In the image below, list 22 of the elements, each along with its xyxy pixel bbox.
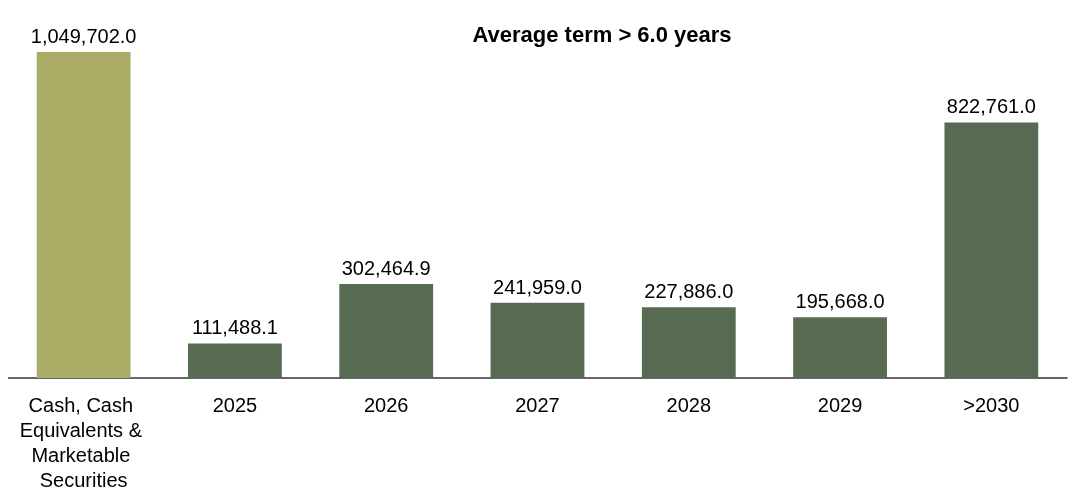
bar [36, 52, 131, 378]
chart-title: Average term > 6.0 years [472, 21, 732, 47]
bar [793, 317, 887, 378]
bar [339, 284, 434, 378]
x-tick-label: 2028 [666, 393, 712, 416]
data-label: 822,761.0 [946, 95, 1036, 118]
bar [188, 343, 282, 378]
bar [641, 307, 736, 378]
bar [944, 122, 1039, 378]
x-tick-label: 2027 [515, 393, 560, 416]
data-label: 1,049,702.0 [30, 25, 137, 47]
data-label: 195,668.0 [795, 290, 885, 313]
data-label: 227,886.0 [644, 280, 734, 303]
data-label: 302,464.9 [341, 257, 431, 280]
x-tick-label: 2029 [817, 393, 863, 416]
bar [490, 302, 585, 378]
data-label: 111,488.1 [191, 316, 278, 339]
x-tick-label: 2025 [212, 393, 258, 416]
x-tick-label: >2030 [963, 393, 1020, 416]
x-tick-label: Cash, Cash Equivalents & Marketable Securities [19, 393, 148, 491]
data-label: 241,959.0 [493, 275, 582, 298]
x-tick-label: 2026 [363, 393, 409, 416]
